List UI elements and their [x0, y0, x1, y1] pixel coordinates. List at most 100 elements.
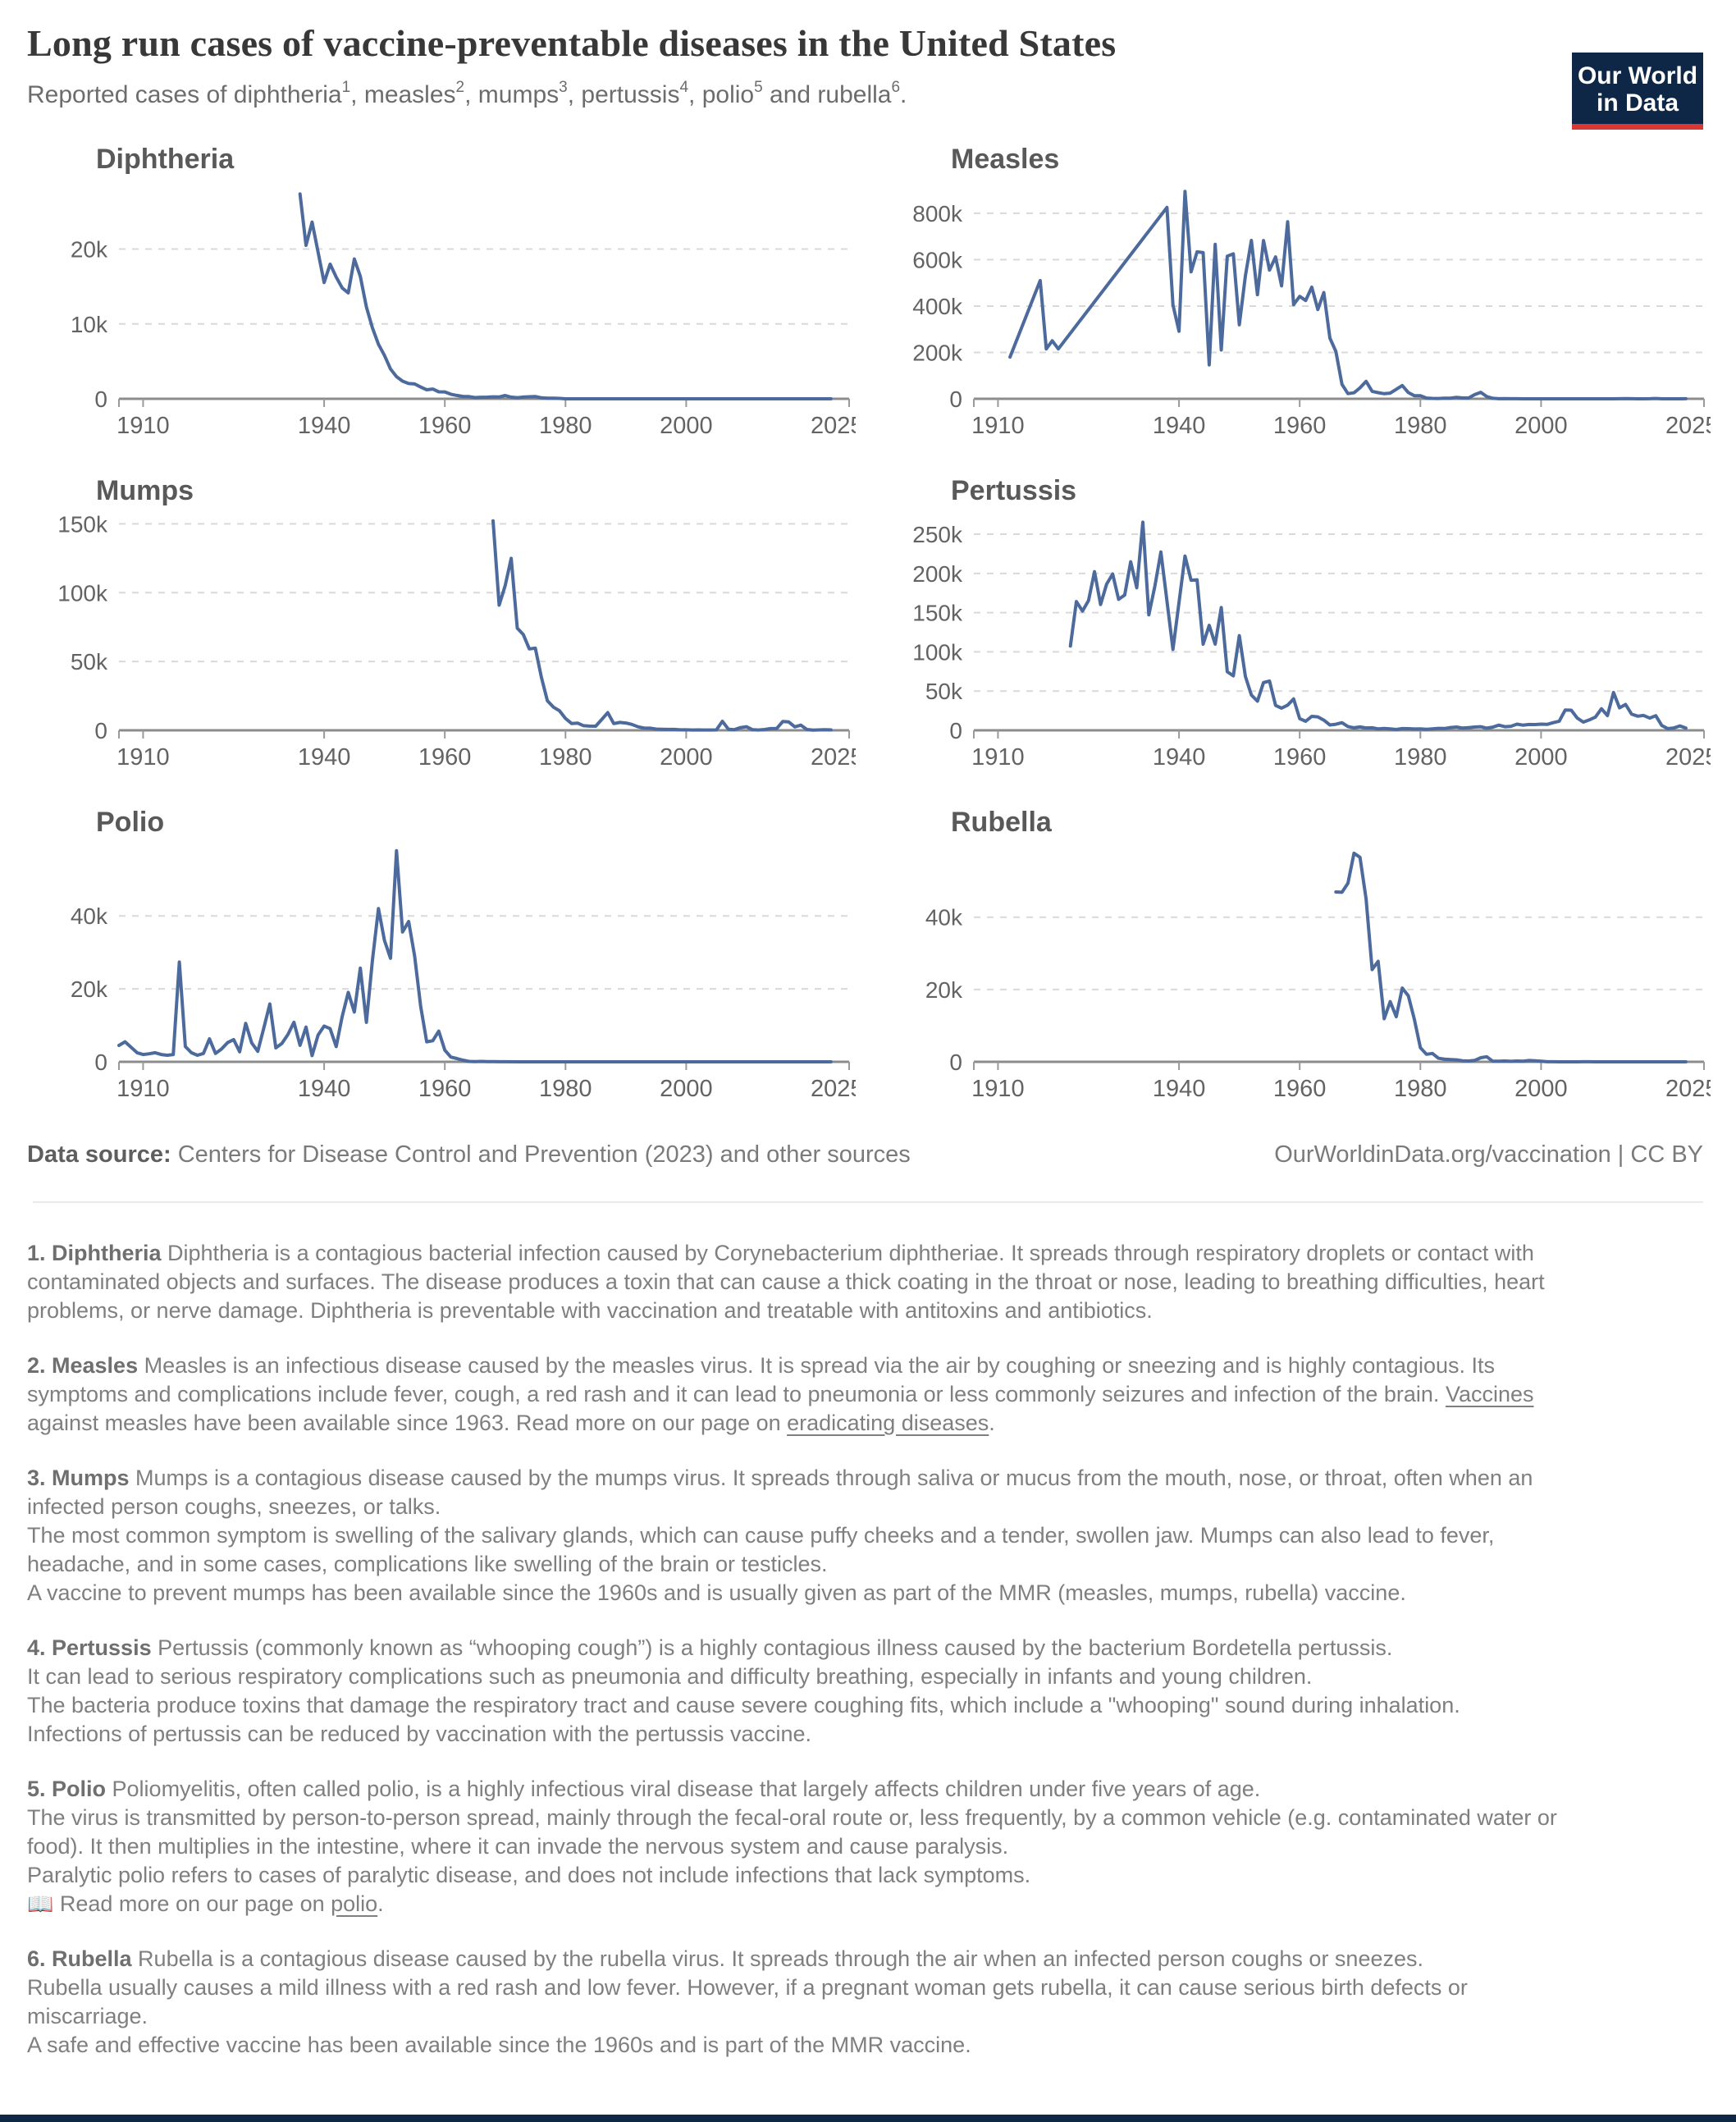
- y-axis-tick-label: 0: [94, 386, 107, 412]
- footnote-text: Diphtheria is a contagious bacterial inf…: [27, 1241, 1545, 1323]
- x-axis-tick-label: 2000: [660, 413, 713, 439]
- y-axis-tick-label: 150k: [57, 511, 108, 537]
- subtitle-footnote-ref: 3: [559, 79, 568, 96]
- y-axis-tick-label: 50k: [71, 649, 108, 675]
- footnote-link[interactable]: Vaccines: [1445, 1382, 1534, 1406]
- chart-title: Rubella: [951, 807, 1052, 838]
- footnote-text: Read more on our page on: [53, 1891, 331, 1916]
- owid-logo[interactable]: Our World in Data: [1572, 53, 1703, 130]
- y-axis-tick-label: 0: [94, 718, 107, 743]
- chart-title: Pertussis: [951, 475, 1077, 506]
- chart-panel-measles: Measles 0 200k 400k 600k 800k 1910 1940 1960 1980…: [882, 144, 1718, 454]
- subtitle-footnote-ref: 2: [455, 79, 465, 96]
- x-axis-tick-label: 2000: [1514, 1076, 1568, 1102]
- chart-svg-rubella: 0 20k 40k 1910 1940 1960 1980 2000 2025: [925, 851, 1719, 1102]
- chart-title: Polio: [96, 807, 165, 838]
- chart-svg-pertussis: 0 50k 100k 150k 200k 250k 1910 1940 1960 1980 2000…: [912, 520, 1719, 771]
- x-axis-tick-label: 1910: [971, 1076, 1025, 1102]
- footnote-text: Pertussis (commonly known as “whooping c…: [151, 1635, 1393, 1660]
- chart-panel-pertussis: Pertussis 0 50k 100k 150k 200k 250k 1910 1940 196…: [882, 475, 1719, 785]
- footnote-2: 2. Measles Measles is an infectious dise…: [27, 1351, 1590, 1438]
- x-axis-tick-label: 1980: [539, 1076, 592, 1102]
- y-axis-tick-label: 0: [949, 386, 962, 412]
- chart-panel-polio: Polio 0 20k 40k 1910 1940 1960 1980 2000 2025: [27, 807, 864, 1117]
- x-axis-tick-label: 1980: [1394, 413, 1447, 439]
- footnote-text: It can lead to serious respiratory compl…: [27, 1664, 1313, 1689]
- x-axis-tick-label: 2025: [1665, 413, 1711, 439]
- y-axis-tick-label: 40k: [71, 903, 108, 929]
- footnote-text: Infections of pertussis can be reduced b…: [27, 1722, 812, 1746]
- x-axis-tick-label: 1940: [1153, 413, 1206, 439]
- footnote-text: against measles have been available sinc…: [27, 1411, 788, 1435]
- owid-logo-line1: Our World: [1577, 62, 1698, 89]
- x-axis-tick-label: 2025: [811, 1076, 856, 1102]
- x-axis-tick-label: 1960: [1273, 1076, 1327, 1102]
- footnote-text: A safe and effective vaccine has been av…: [27, 2033, 971, 2057]
- data-line-rubella: [1334, 851, 1688, 1063]
- chart-panel-diphtheria: Diphtheria 0 10k 20k 1910 1940 1960 1980 2000 202…: [27, 144, 864, 454]
- x-axis-tick-label: 2000: [660, 1076, 713, 1102]
- data-line-measles: [1008, 190, 1688, 400]
- x-axis-tick-label: 2000: [1514, 744, 1568, 771]
- y-axis-tick-label: 600k: [912, 247, 963, 272]
- footnote-text: Measles is an infectious disease caused …: [27, 1353, 1495, 1406]
- chart-title: Measles: [951, 144, 1060, 175]
- x-axis-tick-label: 1940: [298, 413, 351, 439]
- subtitle-text: Reported cases of diphtheria: [27, 81, 342, 108]
- footnote-text: Paralytic polio refers to cases of paral…: [27, 1863, 1031, 1887]
- y-axis-tick-label: 100k: [912, 639, 963, 665]
- subtitle-footnote-ref: 4: [679, 79, 689, 96]
- x-axis-tick-label: 2000: [1514, 413, 1568, 439]
- y-axis-tick-label: 20k: [71, 237, 108, 263]
- x-axis-tick-label: 2025: [811, 744, 856, 771]
- x-axis-tick-label: 1910: [971, 413, 1025, 439]
- subtitle-footnote-ref: 6: [891, 79, 901, 96]
- y-axis-tick-label: 100k: [57, 580, 108, 606]
- owid-logo-line2: in Data: [1596, 89, 1679, 117]
- y-axis-tick-label: 400k: [912, 294, 963, 319]
- footnote-label: 2. Measles: [27, 1353, 139, 1378]
- subtitle-text: , pertussis: [567, 81, 680, 108]
- x-axis-tick-label: 1910: [116, 1076, 170, 1102]
- x-axis-tick-label: 1940: [298, 744, 351, 771]
- footnote-5: 5. Polio Poliomyelitis, often called pol…: [27, 1775, 1590, 1918]
- footnote-text: Rubella is a contagious disease caused b…: [131, 1946, 1423, 1971]
- owid-url-link[interactable]: OurWorldinData.org/vaccination | CC BY: [1274, 1141, 1703, 1168]
- subtitle-text: , mumps: [464, 81, 560, 108]
- charts-grid: Diphtheria 0 10k 20k 1910 1940 1960 1980 2000 202…: [27, 144, 1736, 1117]
- subtitle-text: , measles: [350, 81, 456, 108]
- chart-title: Diphtheria: [96, 144, 235, 175]
- footnote-text: Mumps is a contagious disease caused by …: [27, 1466, 1533, 1519]
- footnote-6: 6. Rubella Rubella is a contagious disea…: [27, 1945, 1590, 2060]
- y-axis-tick-label: 200k: [912, 340, 963, 365]
- data-source-text: Centers for Disease Control and Preventi…: [171, 1141, 911, 1168]
- subtitle-text: and rubella: [762, 81, 892, 108]
- source-attribution: OurWorldinData.org/vaccination | CC BY: [1274, 1141, 1703, 1168]
- page-subtitle: Reported cases of diphtheria1, measles2,…: [27, 79, 1736, 109]
- footnote-text: Poliomyelitis, often called polio, is a …: [106, 1777, 1261, 1801]
- y-axis-tick-label: 0: [949, 1050, 962, 1075]
- x-axis-tick-label: 1980: [1394, 744, 1447, 771]
- y-axis-tick-label: 20k: [925, 977, 963, 1003]
- x-axis-tick-label: 1980: [539, 413, 592, 439]
- y-axis-tick-label: 200k: [912, 561, 963, 587]
- x-axis-tick-label: 1960: [418, 1076, 472, 1102]
- footnote-label: 4. Pertussis: [27, 1635, 152, 1660]
- subtitle-footnote-ref: 1: [341, 79, 351, 96]
- footnote-link[interactable]: eradicating diseases: [787, 1411, 989, 1435]
- footnote-link[interactable]: polio: [331, 1891, 378, 1916]
- footnote-text: The virus is transmitted by person-to-pe…: [27, 1805, 1557, 1859]
- x-axis-tick-label: 1980: [539, 744, 592, 771]
- x-axis-tick-label: 1910: [116, 413, 170, 439]
- footnote-text: A vaccine to prevent mumps has been avai…: [27, 1580, 1406, 1605]
- y-axis-tick-label: 0: [949, 718, 962, 743]
- y-axis-tick-label: 40k: [925, 905, 963, 931]
- y-axis-tick-label: 250k: [912, 522, 963, 547]
- footnote-label: 1. Diphtheria: [27, 1241, 162, 1265]
- x-axis-tick-label: 2025: [811, 413, 856, 439]
- data-line-mumps: [491, 519, 833, 732]
- footnote-label: 3. Mumps: [27, 1466, 130, 1490]
- data-line-diphtheria: [298, 192, 833, 400]
- x-axis-tick-label: 1910: [971, 744, 1025, 771]
- y-axis-tick-label: 0: [94, 1050, 107, 1075]
